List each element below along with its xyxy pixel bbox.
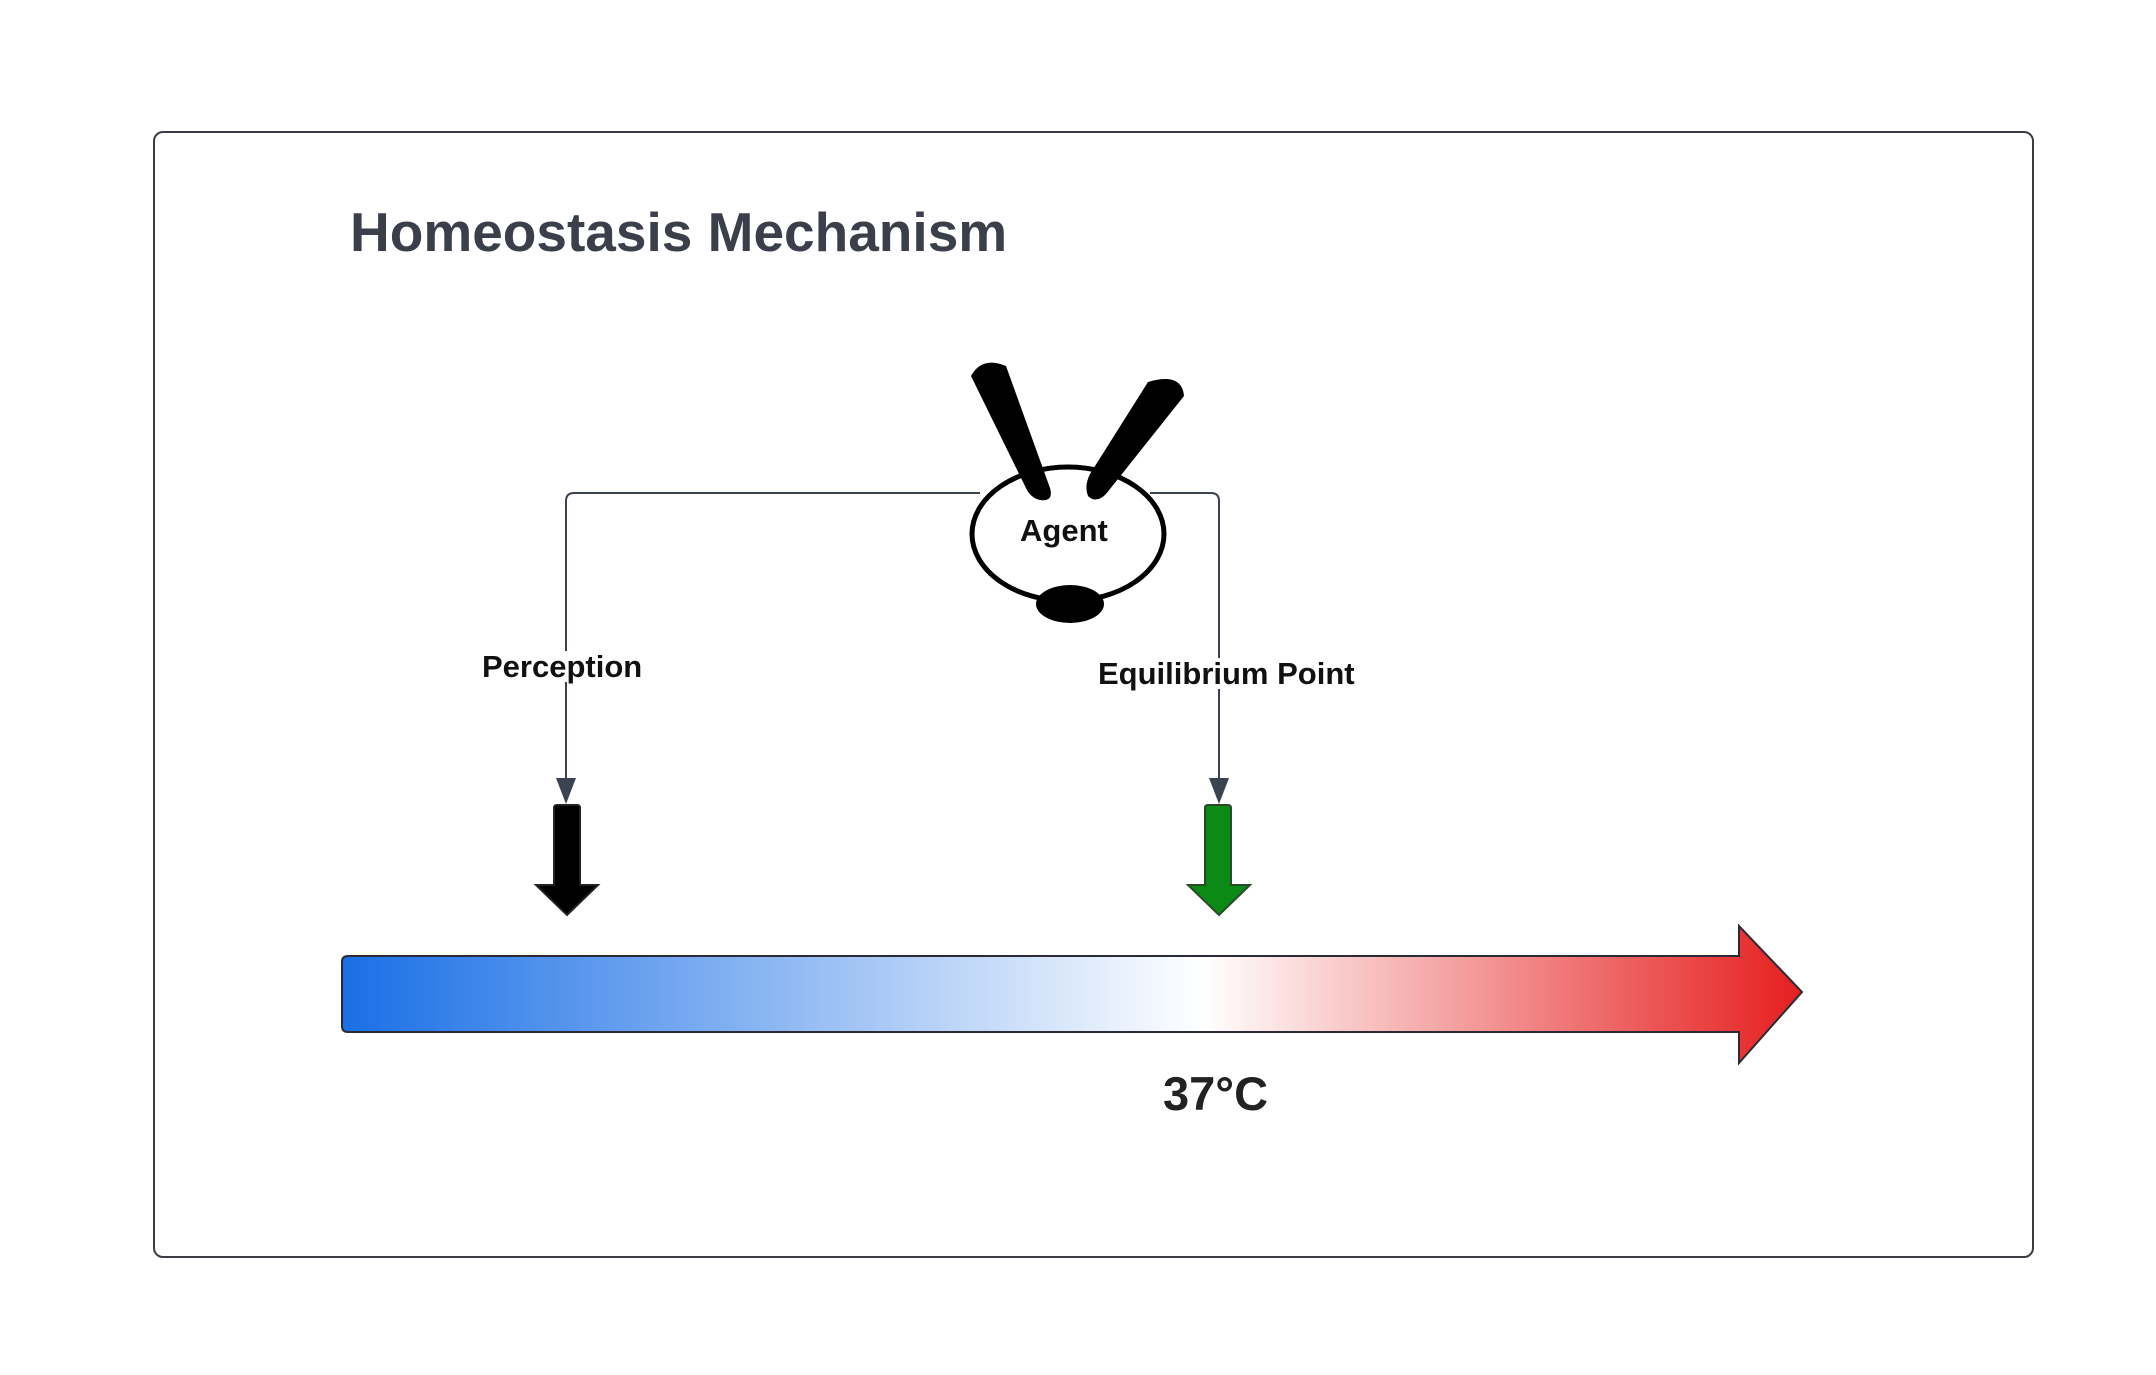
perception-marker-icon — [533, 804, 601, 917]
temperature-scale-arrow-icon — [341, 923, 1804, 1066]
equilibrium-marker-icon — [1185, 804, 1253, 917]
diagram-title: Homeostasis Mechanism — [350, 201, 1008, 263]
agent-figure-icon — [969, 362, 1184, 623]
equilibrium-point-label: Equilibrium Point — [1096, 656, 1357, 691]
equilibrium-connector — [1150, 492, 1229, 804]
agent-label: Agent — [1020, 513, 1108, 548]
perception-label: Perception — [480, 649, 645, 684]
diagram-frame — [153, 131, 2034, 1258]
temperature-label: 37°C — [1163, 1067, 1269, 1120]
perception-connector — [556, 492, 980, 804]
